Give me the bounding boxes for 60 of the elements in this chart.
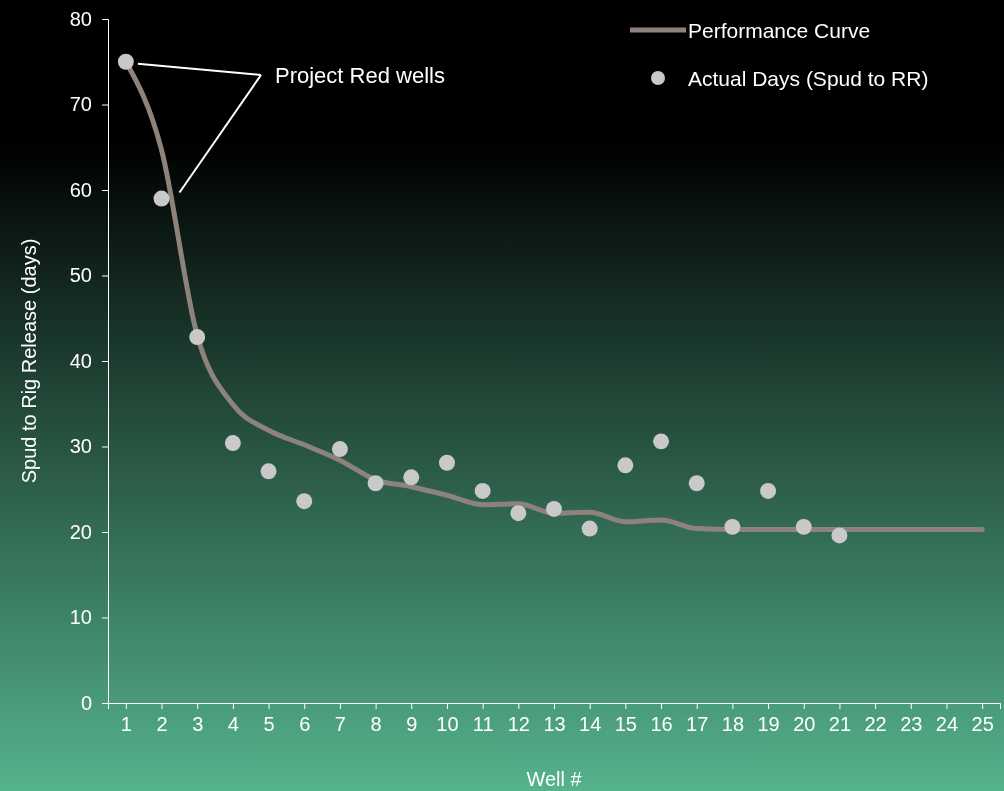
- x-tick-label: 9: [406, 713, 418, 736]
- point: [831, 527, 848, 544]
- x-tick-label: 22: [864, 713, 887, 736]
- point: [403, 469, 420, 486]
- x-tick-label: 5: [263, 713, 275, 736]
- x-tick-label: 17: [686, 713, 709, 736]
- legend-label: Performance Curve: [688, 19, 871, 42]
- point: [617, 457, 634, 474]
- y-tick-label: 0: [80, 691, 92, 714]
- y-tick-label: 70: [69, 93, 92, 116]
- x-tick-label: 6: [299, 713, 311, 736]
- y-tick-label: 50: [69, 264, 92, 287]
- point: [224, 435, 241, 452]
- point: [795, 518, 812, 535]
- point: [724, 518, 741, 535]
- legend-label: Actual Days (Spud to RR): [688, 67, 929, 90]
- y-tick-label: 40: [69, 349, 92, 372]
- point: [331, 441, 348, 458]
- point: [653, 433, 670, 450]
- point: [474, 483, 491, 499]
- y-axis-title: Spud to Rig Release (days): [18, 238, 40, 484]
- point: [296, 493, 313, 510]
- point: [546, 500, 562, 517]
- point: [189, 329, 206, 346]
- point: [438, 454, 455, 471]
- annotation: Project Red wells: [275, 63, 445, 88]
- point: [581, 520, 598, 537]
- x-tick-label: 18: [721, 713, 745, 736]
- y-tick-label: 20: [69, 520, 92, 543]
- x-tick-label: 25: [971, 713, 994, 736]
- x-tick-label: 21: [828, 713, 852, 736]
- x-tick-label: 20: [793, 713, 816, 736]
- x-tick-label: 3: [192, 713, 204, 736]
- x-tick-label: 12: [507, 713, 530, 736]
- point: [510, 505, 527, 522]
- x-tick-label: 23: [900, 713, 923, 736]
- x-tick-label: 7: [334, 713, 346, 736]
- point: [117, 53, 134, 70]
- x-tick-label: 10: [436, 713, 459, 736]
- point: [688, 475, 705, 492]
- point: [760, 483, 777, 499]
- x-tick-label: 4: [227, 713, 239, 736]
- point: [153, 190, 170, 207]
- x-tick-label: 16: [650, 713, 673, 736]
- y-tick-label: 80: [69, 7, 92, 30]
- x-tick-label: 15: [614, 713, 637, 736]
- point: [367, 475, 384, 492]
- x-tick-label: 8: [370, 713, 382, 736]
- x-tick-label: 2: [156, 713, 168, 736]
- x-tick-label: 1: [120, 713, 132, 736]
- y-tick-label: 10: [69, 606, 92, 629]
- x-tick-label: 14: [579, 713, 602, 736]
- x-axis-title: Well #: [526, 768, 583, 790]
- x-tick-label: 13: [543, 713, 566, 736]
- y-tick-label: 60: [69, 178, 92, 201]
- x-tick-label: 11: [472, 713, 494, 736]
- point: [260, 463, 277, 480]
- y-tick-label: 30: [69, 435, 92, 458]
- x-tick-label: 24: [935, 713, 959, 736]
- x-tick-label: 19: [757, 713, 780, 736]
